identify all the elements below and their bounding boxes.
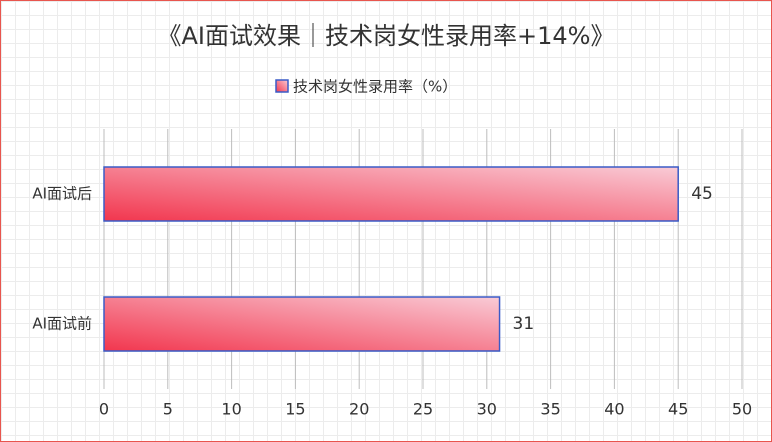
- x-tick-label: 25: [413, 400, 433, 419]
- y-tick-label: AI面试前: [32, 315, 92, 333]
- data-label: 45: [691, 184, 713, 204]
- x-tick-label: 5: [163, 400, 173, 419]
- x-tick-label: 35: [540, 400, 560, 419]
- chart-title: 《AI面试效果｜技术岗女性录用率+14%》: [158, 22, 615, 50]
- bar: [103, 296, 501, 352]
- x-tick-label: 15: [285, 400, 305, 419]
- x-tick-label: 40: [604, 400, 624, 419]
- x-tick-label: 30: [477, 400, 497, 419]
- x-tick-label: 20: [349, 400, 369, 419]
- legend-swatch: [275, 79, 289, 93]
- x-tick-label: 0: [99, 400, 109, 419]
- legend-label: 技术岗女性录用率（%）: [293, 78, 457, 96]
- data-label: 31: [513, 314, 535, 334]
- bar: [103, 166, 679, 222]
- y-tick-label: AI面试后: [32, 185, 92, 203]
- x-tick-label: 45: [668, 400, 688, 419]
- x-tick-label: 10: [221, 400, 241, 419]
- x-tick-label: 50: [732, 400, 752, 419]
